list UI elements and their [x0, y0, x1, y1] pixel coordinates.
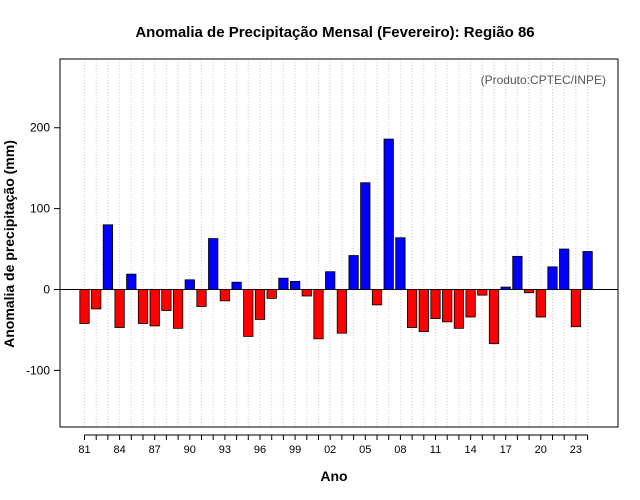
y-axis: -100 0 100 200: [26, 121, 60, 377]
bar-2017: [500, 286, 511, 290]
bar-2007: [383, 138, 394, 290]
bar-1998: [278, 277, 289, 290]
x-axis: 81 84 87 90 93 96 99 02 05 08 11 14 17 20 23: [78, 434, 589, 456]
bars-group: [79, 138, 593, 345]
bar-2010: [418, 289, 429, 332]
bar-2001: [313, 289, 324, 340]
y-tick-label: -100: [26, 363, 50, 377]
x-tick-label: 81: [78, 444, 90, 456]
bar-2003: [336, 289, 348, 334]
x-tick-label: 99: [289, 444, 301, 456]
y-axis-title: Anomalia de precipitação (mm): [1, 140, 17, 348]
y-tick-label: 200: [30, 121, 50, 135]
bar-1996: [254, 289, 266, 320]
bar-2013: [453, 289, 465, 329]
bar-2016: [488, 289, 500, 345]
x-tick-label: 20: [535, 444, 547, 456]
bar-2006: [371, 289, 383, 306]
x-tick-label: 84: [113, 444, 125, 456]
bar-1987: [149, 289, 160, 327]
bar-1994: [231, 281, 242, 290]
bar-1983: [102, 224, 113, 290]
bar-2012: [442, 289, 453, 323]
plot-frame: [59, 58, 619, 428]
bar-1993: [219, 289, 230, 302]
chart-title: Anomalia de Precipitação Mensal (Feverei…: [135, 24, 534, 41]
y-tick-label: 0: [43, 283, 50, 297]
x-tick-label: 17: [500, 444, 512, 456]
bar-2019: [524, 289, 535, 294]
bar-1982: [91, 289, 102, 310]
x-tick-label: 93: [219, 444, 231, 456]
x-tick-label: 14: [464, 444, 476, 456]
bar-2020: [535, 289, 546, 318]
x-tick-label: 87: [149, 444, 161, 456]
bar-1991: [196, 289, 207, 307]
bar-2021: [547, 266, 558, 290]
bar-2009: [406, 289, 418, 328]
bar-1992: [208, 238, 219, 290]
bar-2023: [570, 289, 582, 328]
bar-2014: [465, 289, 476, 318]
x-tick-label: 90: [184, 444, 196, 456]
bar-2005: [360, 182, 371, 290]
bar-2000: [301, 289, 312, 297]
bar-2004: [348, 255, 359, 290]
bar-2015: [477, 289, 488, 296]
x-tick-label: 02: [324, 444, 336, 456]
x-tick-label: 08: [394, 444, 406, 456]
x-tick-label: 11: [430, 444, 441, 456]
x-tick-label: 96: [254, 444, 266, 456]
bar-2024: [582, 251, 593, 290]
bar-1989: [172, 289, 184, 329]
product-credit: (Produto:CPTEC/INPE): [481, 73, 606, 87]
bar-2002: [325, 271, 336, 290]
bar-1984: [114, 289, 125, 328]
bar-1985: [126, 273, 137, 290]
bar-2011: [430, 289, 441, 320]
bar-2018: [512, 255, 523, 290]
bar-1986: [137, 289, 149, 324]
bar-2022: [559, 248, 570, 290]
x-tick-label: 05: [359, 444, 371, 456]
bar-1990: [184, 279, 195, 290]
bar-1999: [289, 281, 301, 290]
x-axis-title: Ano: [320, 468, 347, 484]
x-tick-label: 23: [570, 444, 582, 456]
bar-1997: [266, 289, 277, 299]
bar-1995: [243, 289, 254, 337]
bar-1988: [161, 289, 172, 311]
bar-1981: [79, 289, 90, 324]
y-tick-label: 100: [30, 202, 50, 216]
vertical-gridlines: [84, 59, 589, 427]
bar-2008: [395, 237, 406, 290]
